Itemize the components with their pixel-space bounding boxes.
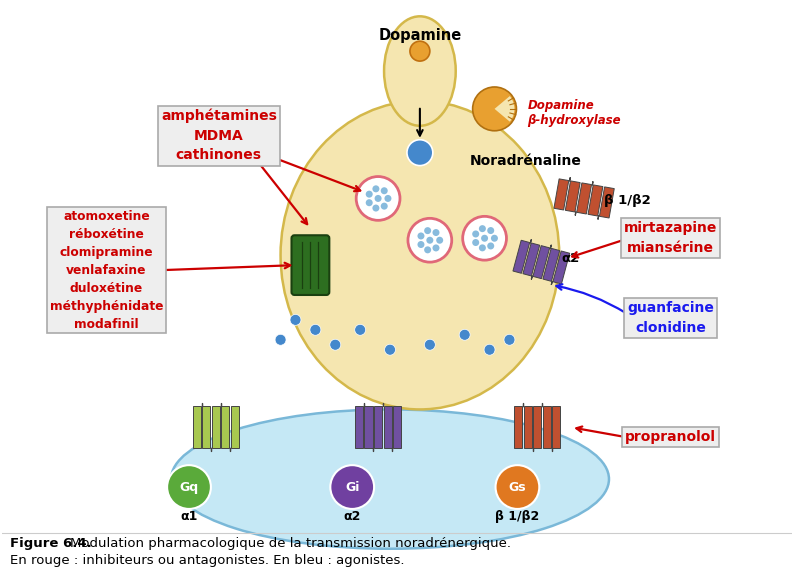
Text: Noradrénaline: Noradrénaline — [469, 154, 581, 168]
Circle shape — [424, 339, 435, 350]
Text: amphétamines
MDMA
cathinones: amphétamines MDMA cathinones — [161, 109, 277, 162]
Text: Figure 6.4.: Figure 6.4. — [10, 537, 91, 550]
Polygon shape — [533, 245, 549, 278]
Polygon shape — [222, 407, 229, 448]
Circle shape — [366, 191, 372, 198]
Circle shape — [330, 339, 341, 350]
Polygon shape — [554, 179, 569, 210]
Polygon shape — [565, 181, 580, 212]
Text: Dopamine: Dopamine — [378, 28, 461, 43]
Circle shape — [479, 225, 486, 232]
Circle shape — [472, 239, 480, 246]
Text: α2: α2 — [344, 510, 361, 523]
Circle shape — [481, 235, 488, 242]
Text: En rouge : inhibiteurs ou antagonistes. En bleu : agonistes.: En rouge : inhibiteurs ou antagonistes. … — [10, 554, 404, 567]
Wedge shape — [495, 96, 515, 122]
Circle shape — [426, 237, 434, 244]
Circle shape — [410, 41, 430, 61]
Text: mirtazapine
miansérine: mirtazapine miansérine — [624, 222, 717, 255]
Text: guanfacine
clonidine: guanfacine clonidine — [627, 301, 714, 335]
Circle shape — [407, 140, 433, 166]
Circle shape — [479, 244, 486, 251]
Circle shape — [418, 241, 425, 248]
Circle shape — [418, 233, 425, 240]
Circle shape — [488, 227, 494, 234]
Polygon shape — [524, 407, 532, 448]
Circle shape — [424, 227, 431, 234]
Circle shape — [167, 465, 211, 509]
Polygon shape — [543, 248, 560, 281]
Text: Gs: Gs — [509, 481, 526, 494]
Polygon shape — [384, 407, 391, 448]
Text: Dopamine
β-hydroxylase: Dopamine β-hydroxylase — [527, 99, 621, 127]
Polygon shape — [231, 407, 239, 448]
Polygon shape — [588, 185, 603, 216]
Circle shape — [357, 176, 400, 220]
Circle shape — [381, 202, 387, 209]
Circle shape — [433, 244, 440, 252]
Circle shape — [310, 324, 321, 335]
Polygon shape — [553, 407, 561, 448]
Circle shape — [472, 230, 480, 237]
Polygon shape — [523, 243, 540, 276]
Polygon shape — [193, 407, 201, 448]
Circle shape — [330, 465, 374, 509]
Circle shape — [375, 195, 382, 202]
Polygon shape — [515, 407, 522, 448]
Circle shape — [459, 329, 470, 340]
Circle shape — [381, 187, 387, 194]
Circle shape — [484, 345, 495, 355]
Circle shape — [424, 246, 431, 253]
Polygon shape — [374, 407, 382, 448]
Ellipse shape — [384, 16, 456, 126]
Circle shape — [372, 186, 380, 193]
Circle shape — [491, 235, 498, 242]
Circle shape — [463, 216, 507, 260]
Circle shape — [472, 87, 516, 130]
Polygon shape — [364, 407, 372, 448]
Polygon shape — [576, 183, 592, 214]
Text: propranolol: propranolol — [625, 430, 716, 444]
Polygon shape — [553, 251, 569, 284]
Text: Gi: Gi — [345, 481, 360, 494]
Text: β 1/β2: β 1/β2 — [604, 194, 651, 207]
Circle shape — [408, 218, 452, 262]
Polygon shape — [393, 407, 401, 448]
Text: β 1/β2: β 1/β2 — [495, 510, 540, 523]
Circle shape — [366, 199, 372, 206]
Text: α2: α2 — [561, 252, 580, 264]
Circle shape — [355, 324, 366, 335]
Circle shape — [504, 334, 515, 345]
Polygon shape — [534, 407, 542, 448]
Circle shape — [488, 242, 494, 249]
FancyBboxPatch shape — [291, 235, 330, 295]
Circle shape — [495, 465, 539, 509]
Circle shape — [290, 314, 301, 325]
Text: α1: α1 — [180, 510, 198, 523]
Circle shape — [275, 334, 286, 345]
Text: Gq: Gq — [179, 481, 198, 494]
Circle shape — [372, 205, 380, 212]
Polygon shape — [599, 187, 615, 218]
Polygon shape — [513, 240, 530, 273]
Polygon shape — [202, 407, 210, 448]
Polygon shape — [212, 407, 220, 448]
Polygon shape — [543, 407, 551, 448]
Circle shape — [436, 237, 443, 244]
Circle shape — [384, 195, 391, 202]
Ellipse shape — [171, 409, 609, 549]
Circle shape — [433, 229, 440, 236]
Ellipse shape — [280, 101, 559, 409]
Text: atomoxetine
réboxétine
clomipramine
venlafaxine
duloxétine
méthyphénidate
modafi: atomoxetine réboxétine clomipramine venl… — [50, 209, 163, 331]
Circle shape — [384, 345, 395, 355]
Polygon shape — [355, 407, 363, 448]
Text: Modulation pharmacologique de la transmission noradrénergique.: Modulation pharmacologique de la transmi… — [70, 537, 511, 550]
